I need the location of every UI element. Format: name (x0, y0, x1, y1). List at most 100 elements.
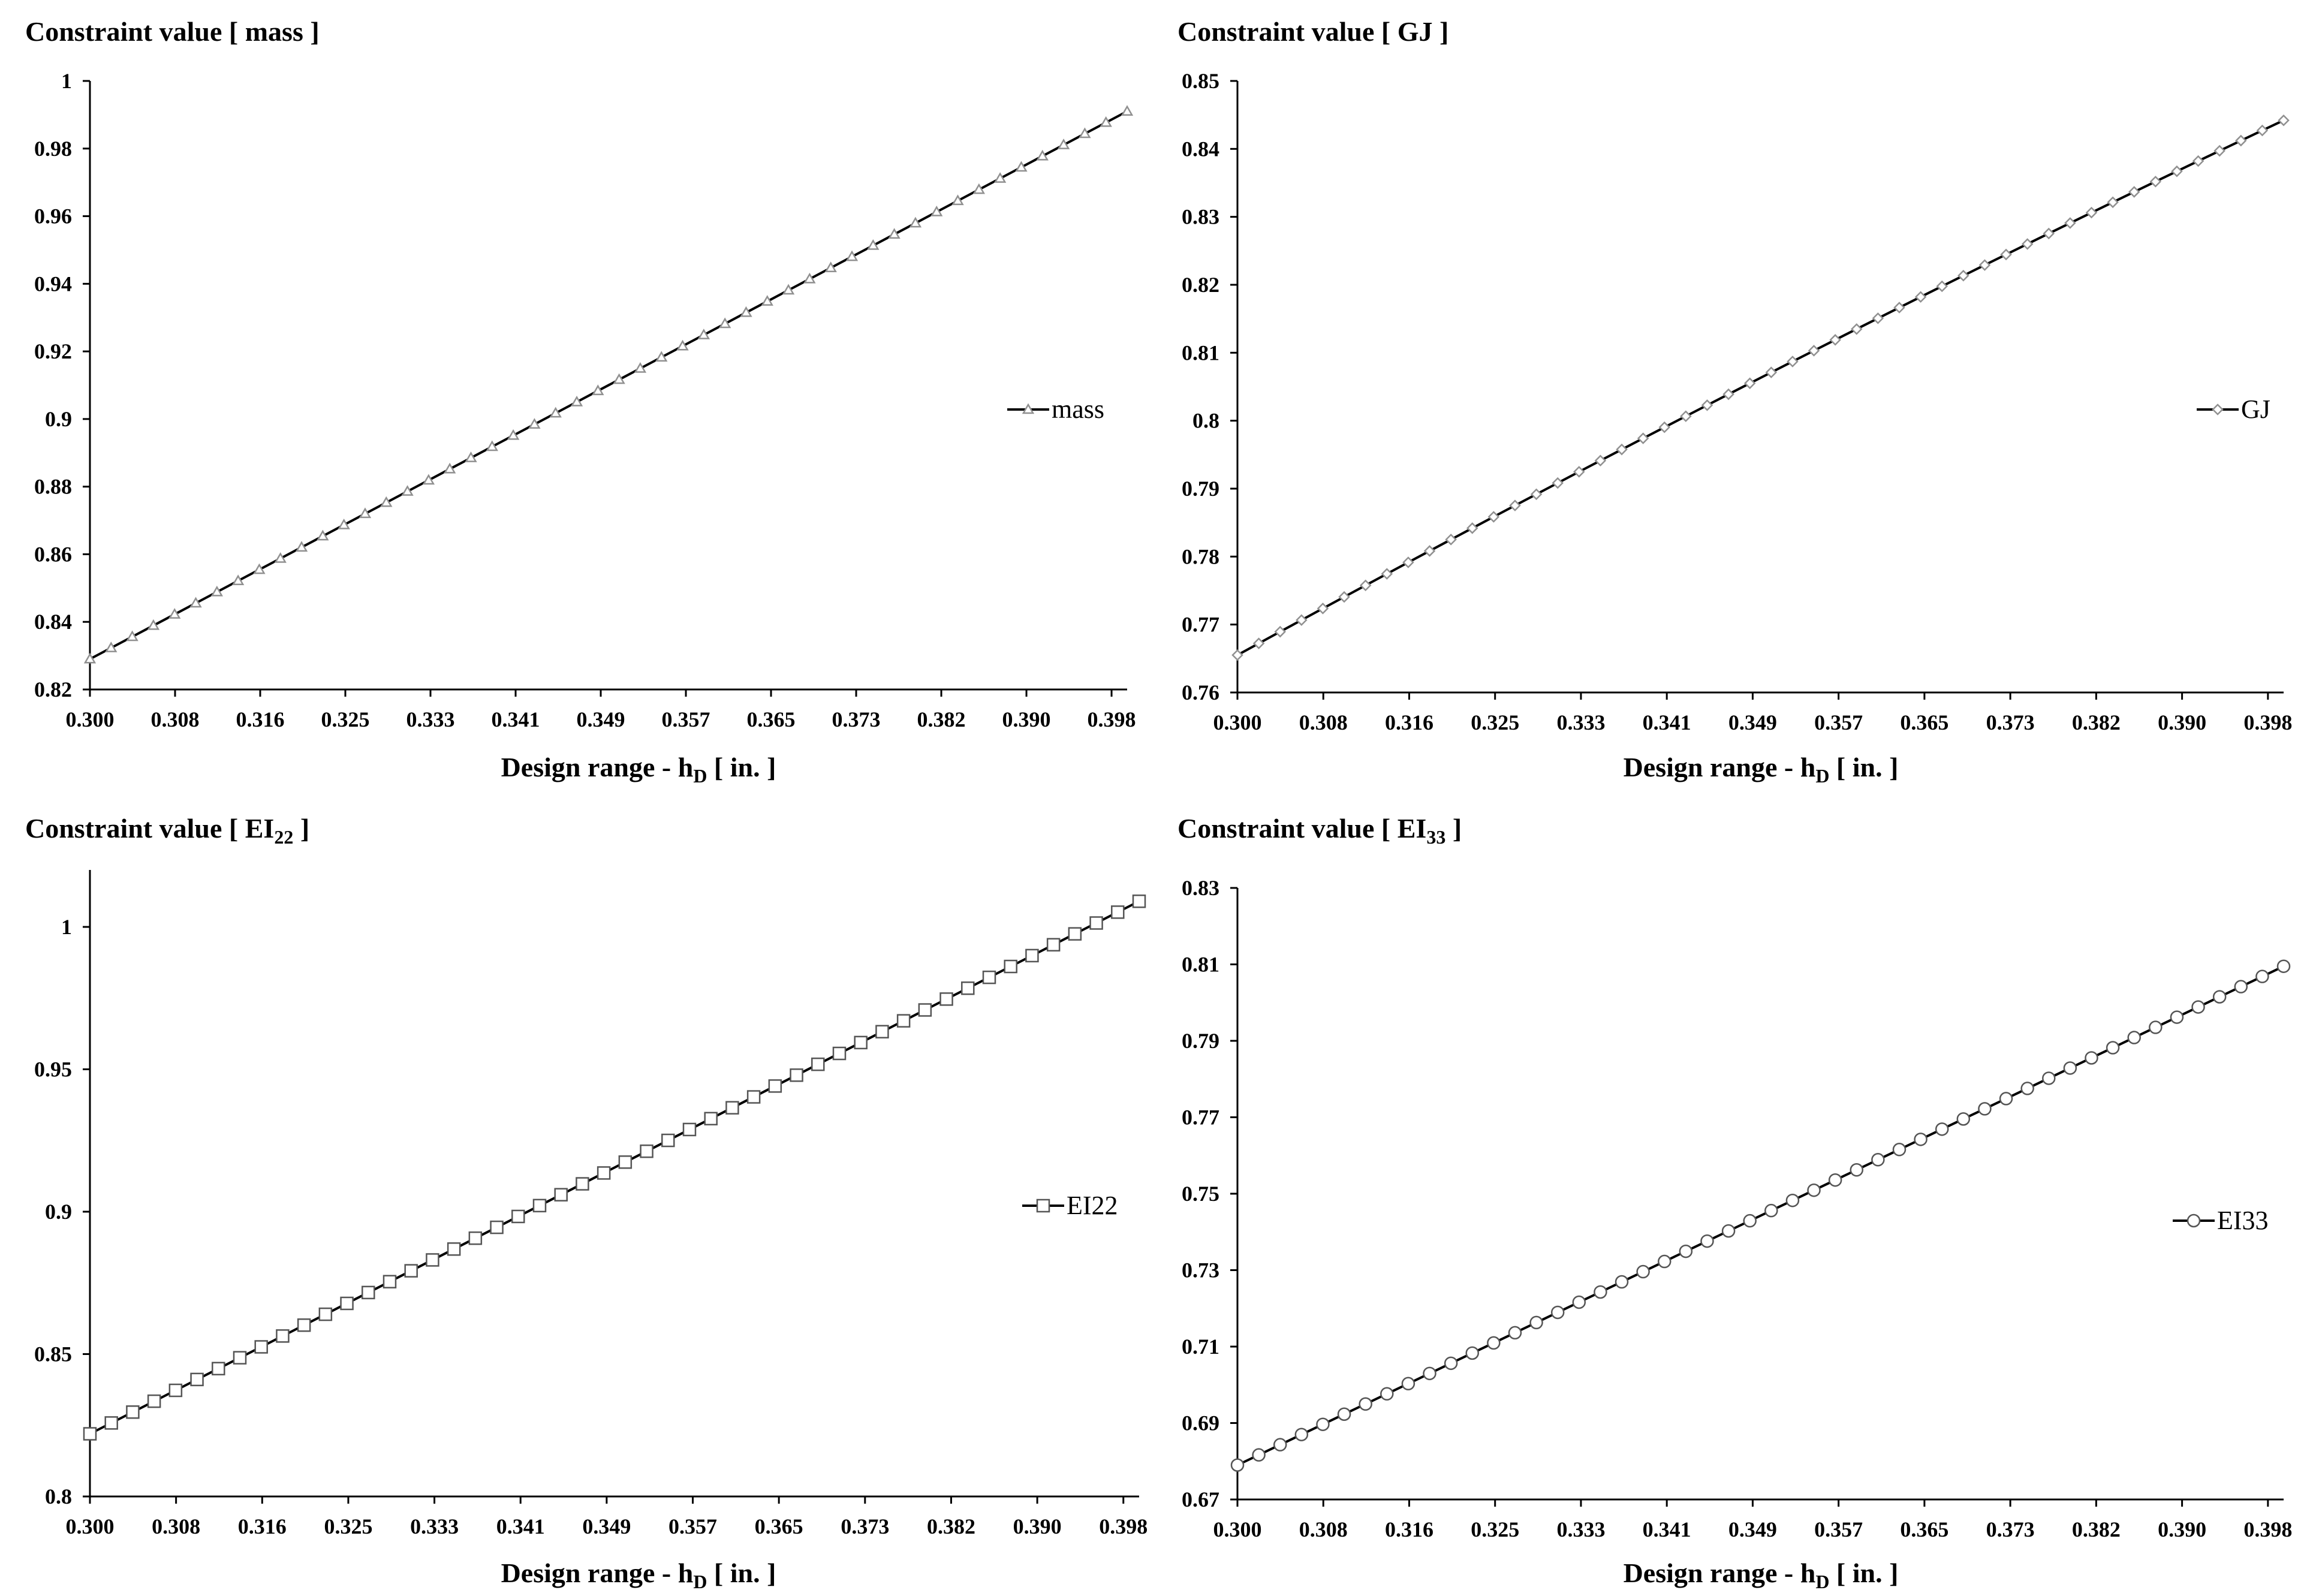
x-tick-label: 0.316 (238, 1514, 287, 1538)
data-point (918, 1003, 932, 1017)
x-tick-label: 0.390 (2158, 710, 2206, 734)
y-tick-label: 0.71 (1182, 1335, 1219, 1359)
data-point (1787, 356, 1799, 368)
data-point (2085, 206, 2098, 219)
axes (83, 870, 1139, 1504)
data-point (2042, 1071, 2056, 1085)
data-point (1550, 1305, 1565, 1320)
data-point (982, 970, 996, 984)
data-point (465, 451, 477, 462)
data-point (888, 228, 901, 239)
y-tick-label: 0.98 (34, 137, 72, 161)
data-point (1036, 149, 1049, 161)
legend-marker (1022, 403, 1035, 414)
x-tick-label: 0.316 (236, 707, 285, 731)
y-tick-label: 0.81 (1182, 953, 1219, 977)
legend-label: mass (1052, 395, 1104, 424)
chart-panel-ei22: Constraint value [ EI22 ] 0.8 0.85 0.9 0.95… (0, 798, 1160, 1596)
data-point (511, 1209, 525, 1224)
data-point (909, 216, 922, 228)
data-point (83, 652, 97, 664)
data-point (147, 1394, 161, 1408)
series (1230, 959, 2291, 1472)
data-point (896, 1014, 911, 1028)
series (83, 105, 1134, 664)
data-point (380, 496, 393, 507)
y-tick-label: 0.84 (1182, 137, 1219, 161)
data-point (1401, 1377, 1416, 1391)
data-point (1509, 499, 1521, 511)
data-point (1274, 625, 1286, 638)
chart-panel-mass: Constraint value [ mass ] 0.82 0.84 0.86 0.… (0, 0, 1160, 798)
y-tick-label: 0.67 (1182, 1487, 1219, 1511)
data-point (2107, 196, 2119, 209)
data-point (1444, 1356, 1458, 1371)
y-tick-label: 0.69 (1182, 1411, 1219, 1435)
x-axis-label: Design range - hD [ in. ] (501, 1558, 776, 1592)
data-point (1573, 466, 1585, 478)
data-point (2255, 969, 2269, 983)
data-point (2170, 1010, 2184, 1024)
y-tick-label: 0.85 (34, 1342, 72, 1366)
y-tick-label: 0.8 (45, 1484, 72, 1508)
x-tick-label: 0.300 (66, 1514, 115, 1538)
data-point (1111, 905, 1125, 919)
x-tick-label: 0.382 (927, 1514, 975, 1538)
series-line-GJ (1237, 119, 2284, 657)
data-point (1764, 1203, 1778, 1218)
x-tick-label: 0.398 (2243, 1517, 2292, 1541)
x-tick-label: 0.365 (1900, 1517, 1948, 1541)
y-tick-label: 0.95 (34, 1058, 72, 1082)
data-point (1530, 488, 1543, 501)
data-point (1850, 1163, 1864, 1177)
data-point (1999, 1092, 2013, 1106)
data-point (1807, 1183, 1821, 1197)
data-point (2192, 155, 2204, 167)
data-point (362, 1285, 375, 1300)
x-tick-label: 0.308 (1299, 1517, 1348, 1541)
x-tick-label: 0.308 (1299, 710, 1348, 734)
data-point (1594, 454, 1607, 467)
data-point (1465, 1346, 1479, 1360)
chart-title: Constraint value [ EI33 ] (1177, 813, 1462, 848)
data-point (317, 529, 329, 541)
x-tick-label: 0.300 (66, 707, 115, 731)
data-point (740, 306, 752, 317)
legend-marker (2212, 403, 2224, 415)
data-point (2064, 217, 2076, 229)
x-tick-label: 0.325 (324, 1514, 372, 1538)
data-point (854, 1035, 868, 1050)
data-point (2000, 248, 2012, 261)
data-point (634, 362, 647, 373)
y-tick-label: 0.75 (1182, 1182, 1219, 1206)
data-point (746, 1090, 761, 1104)
data-point (618, 1155, 633, 1169)
data-point (768, 1079, 782, 1093)
data-point (1680, 410, 1692, 423)
x-tick-label: 0.341 (496, 1514, 545, 1538)
data-point (994, 172, 1007, 183)
legend: EI33 (2173, 1206, 2269, 1235)
x-tick-label: 0.390 (2158, 1517, 2206, 1541)
y-tick-label: 0.96 (34, 204, 72, 228)
y-tick-label: 0.9 (45, 1200, 72, 1224)
data-point (254, 1340, 268, 1354)
data-point (2256, 124, 2269, 137)
legend-label: EI33 (2217, 1206, 2269, 1235)
y-tick-label: 0.82 (1182, 273, 1219, 297)
legend: GJ (2197, 395, 2270, 424)
data-point (338, 519, 350, 529)
data-point (2128, 186, 2140, 198)
x-tick-label: 0.357 (1814, 710, 1863, 734)
data-point (845, 250, 859, 261)
data-point (1893, 302, 1905, 314)
x-tick-label: 0.373 (1986, 1517, 2035, 1541)
data-point (2191, 1000, 2205, 1014)
data-point (704, 1112, 718, 1126)
data-point (1359, 1397, 1372, 1411)
data-point (404, 1264, 418, 1278)
data-point (682, 1122, 697, 1137)
data-point (1679, 1244, 1693, 1258)
data-point (661, 1133, 675, 1148)
axes (1230, 887, 2284, 1507)
